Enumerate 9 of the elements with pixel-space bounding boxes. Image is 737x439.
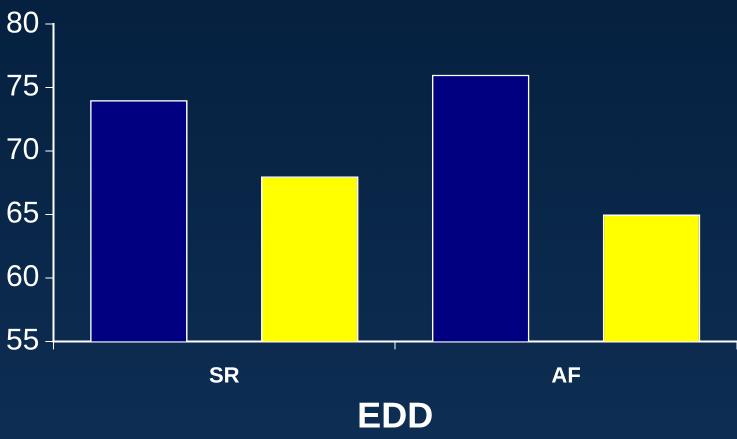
x-tick-label: AF (551, 362, 581, 388)
y-tick-label: 75 (6, 70, 40, 103)
x-tick-label: SR (208, 362, 240, 388)
y-tick-label: 70 (6, 133, 40, 166)
y-tick-label: 60 (6, 260, 40, 294)
y-tick-label: 80 (6, 6, 40, 40)
x-axis-title: EDD (357, 394, 434, 436)
y-tick-label: 55 (6, 324, 40, 357)
y-tick-label: 65 (6, 196, 40, 230)
